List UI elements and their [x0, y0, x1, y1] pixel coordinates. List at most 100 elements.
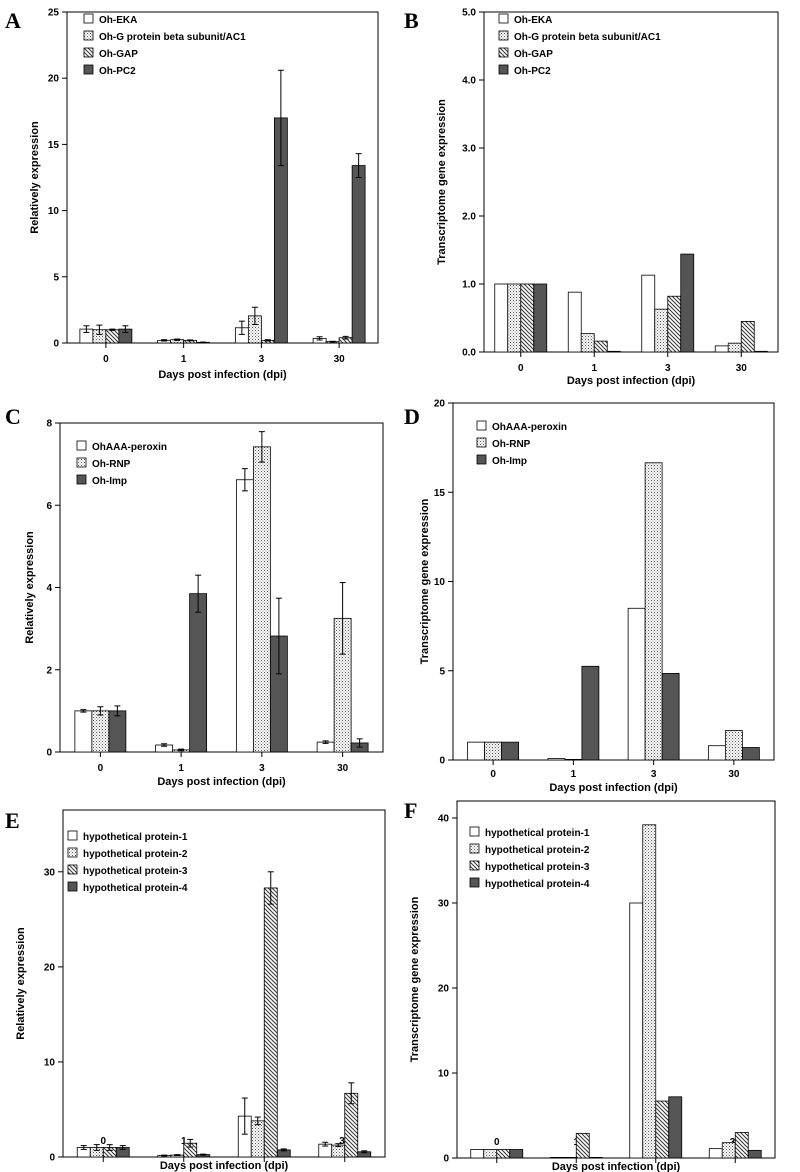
- legend-label: Oh-GAP: [99, 49, 138, 60]
- legend-label: Oh-G protein beta subunit/AC1: [514, 32, 661, 43]
- legend-swatch: [469, 843, 480, 854]
- bar-hypothetical-protein-1-30: [708, 1148, 723, 1159]
- legend-label: Oh-RNP: [492, 439, 531, 450]
- bar-oh-rnp-0: [91, 710, 110, 753]
- bar-oh-imp-0: [501, 741, 520, 761]
- bar-oh-pc2-30: [351, 165, 366, 344]
- legend-label: hypothetical protein-3: [485, 862, 590, 873]
- y-tick-label: 0: [49, 1153, 55, 1164]
- legend-label: hypothetical protein-1: [83, 832, 188, 843]
- bar-oh-g-protein-beta-subunit-ac1-1: [580, 333, 595, 353]
- bar-oh-rnp-3: [252, 446, 271, 753]
- bar-hypothetical-protein-4-1: [588, 1157, 603, 1159]
- legend-swatch: [498, 64, 509, 75]
- bar-hypothetical-protein-2-30: [721, 1142, 736, 1159]
- y-tick-label: 10: [438, 1069, 450, 1080]
- legend-swatch: [76, 457, 87, 468]
- legend-label: Oh-G protein beta subunit/AC1: [99, 32, 246, 43]
- x-tick-label: 1: [181, 1136, 187, 1147]
- x-axis-label: Days post infection (dpi): [160, 1160, 289, 1172]
- y-tick-label: 0: [439, 756, 445, 767]
- legend-label: hypothetical protein-1: [485, 828, 590, 839]
- bar-oh-g-protein-beta-subunit-ac1-0: [507, 283, 522, 353]
- bar-oh-pc2-0: [533, 283, 548, 353]
- y-tick-label: 2: [46, 665, 52, 676]
- y-axis-label: Transcriptome gene expression: [436, 99, 448, 265]
- panel-letter: F: [404, 798, 417, 823]
- bar-oh-g-protein-beta-subunit-ac1-3: [654, 308, 669, 353]
- y-axis-label: Transcriptome gene expression: [409, 896, 421, 1062]
- bar-hypothetical-protein-4-3: [668, 1096, 683, 1159]
- y-tick-label: 20: [438, 984, 450, 995]
- panel-b: B 0.0 1.0 2.0 3.0 4.0 5.0 0 1 3 30 Days post infect…: [404, 8, 779, 387]
- panel-letter: E: [5, 808, 20, 833]
- bar-oh-rnp-30: [724, 730, 743, 761]
- legend-label: Oh-GAP: [514, 49, 553, 60]
- legend-label: Oh-EKA: [99, 15, 137, 26]
- legend-swatch: [83, 47, 94, 58]
- panel-e: E010203001330Days post infection (dpi)Re…: [5, 808, 386, 1172]
- y-tick-label: 20: [44, 962, 56, 973]
- y-tick-label: 6: [46, 501, 52, 512]
- bar-ohaaa-peroxin-0: [467, 741, 486, 761]
- legend-swatch: [67, 864, 78, 875]
- bar-hypothetical-protein-3-30: [734, 1132, 749, 1159]
- bar-oh-eka-1: [567, 291, 582, 353]
- y-tick-label: 10: [44, 1057, 56, 1068]
- x-tick-label: 3: [665, 363, 671, 374]
- legend-swatch: [76, 440, 87, 451]
- legend: Oh-EKA Oh-G protein beta subunit/AC1 Oh-GA…: [83, 13, 246, 77]
- y-tick-label: 3.0: [462, 144, 476, 155]
- legend-swatch: [469, 877, 480, 888]
- x-tick-label: 0: [103, 354, 109, 365]
- bar-oh-pc2-3: [680, 253, 695, 353]
- x-tick-label: 1: [571, 769, 577, 780]
- bar-oh-imp-1: [581, 665, 600, 761]
- bar-hypothetical-protein-3-0: [496, 1149, 511, 1159]
- legend-label: Oh-RNP: [92, 459, 131, 470]
- x-tick-label: 0: [98, 763, 104, 774]
- y-tick-label: 0.0: [462, 348, 476, 359]
- bar-hypothetical-protein-1-1: [549, 1157, 564, 1159]
- y-tick-label: 4.0: [462, 76, 476, 87]
- legend-swatch: [83, 30, 94, 41]
- y-tick-label: 15: [48, 140, 60, 151]
- y-tick-label: 1.0: [462, 280, 476, 291]
- bar-oh-gap-3: [667, 295, 682, 353]
- y-tick-label: 8: [46, 419, 52, 430]
- bar-ohaaa-peroxin-1: [547, 758, 566, 761]
- bar-hypothetical-protein-4-30: [747, 1149, 762, 1159]
- bar-oh-gap-0: [520, 283, 535, 353]
- y-axis-label: Transcriptome gene expression: [419, 498, 431, 664]
- bar-hypothetical-protein-1-3: [629, 902, 644, 1159]
- y-axis-label: Relatively expression: [24, 531, 36, 644]
- plot-frame: [456, 800, 776, 1159]
- y-tick-label: 10: [48, 206, 60, 217]
- x-axis-label: Days post infection (dpi): [567, 375, 696, 387]
- y-tick-label: 0: [53, 339, 59, 350]
- x-tick-label: 0: [100, 1136, 106, 1147]
- x-axis-label: Days post infection (dpi): [157, 776, 286, 788]
- x-tick-label: 0: [494, 1137, 500, 1148]
- legend-label: OhAAA-peroxin: [492, 422, 567, 433]
- bar-oh-eka-30: [714, 345, 729, 353]
- bar-oh-g-protein-beta-subunit-ac1-30: [727, 342, 742, 353]
- panel-letter: C: [5, 404, 21, 429]
- y-axis-label: Relatively expression: [15, 927, 27, 1040]
- x-axis-label: Days post infection (dpi): [549, 782, 678, 794]
- bar-oh-gap-1: [593, 340, 608, 353]
- bar-oh-gap-0: [105, 329, 120, 344]
- legend: Oh-EKA Oh-G protein beta subunit/AC1 Oh-GA…: [498, 13, 661, 77]
- panel-a: A 0 5 10 15 20 25 0 1 3 30 Days post infection (dpi…: [5, 8, 379, 381]
- y-tick-label: 40: [438, 814, 450, 825]
- bar-hypothetical-protein-2-3: [250, 1120, 265, 1158]
- bar-ohaaa-peroxin-3: [627, 607, 646, 761]
- y-tick-label: 5.0: [462, 8, 476, 19]
- plot-frame: [62, 809, 386, 1158]
- plot-frame: [483, 11, 779, 353]
- bar-oh-pc2-1: [606, 350, 621, 353]
- legend-swatch: [67, 847, 78, 858]
- legend-swatch: [498, 47, 509, 58]
- bar-oh-imp-3: [661, 673, 680, 761]
